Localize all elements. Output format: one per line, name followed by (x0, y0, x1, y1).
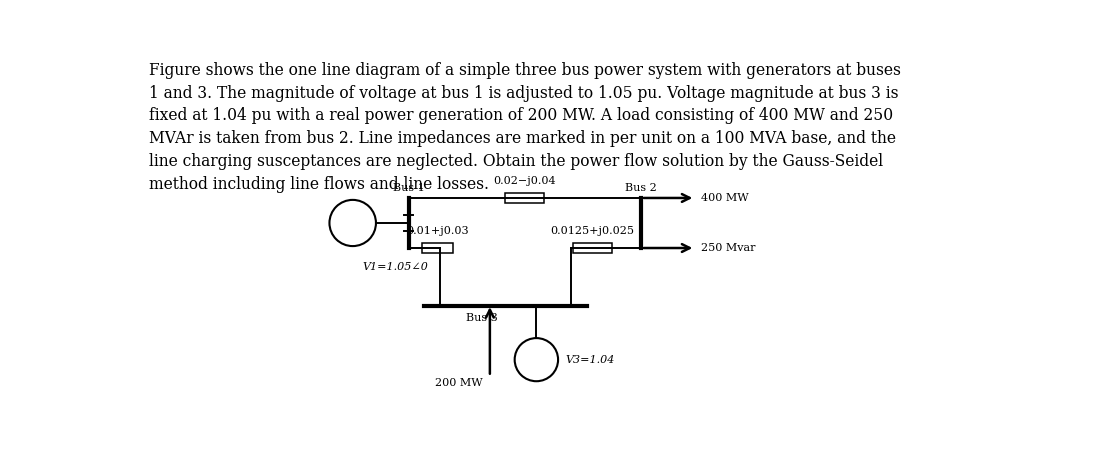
Text: 0.02−j0.04: 0.02−j0.04 (493, 175, 556, 186)
Text: Figure shows the one line diagram of a simple three bus power system with genera: Figure shows the one line diagram of a s… (149, 61, 900, 193)
Bar (423, 242, 453, 253)
Text: 0.0125+j0.025: 0.0125+j0.025 (550, 226, 635, 236)
Bar (573, 242, 612, 253)
Text: 400 MW: 400 MW (702, 193, 749, 203)
Circle shape (515, 338, 558, 381)
Bar (505, 193, 545, 204)
Text: V1=1.05∠0: V1=1.05∠0 (362, 262, 428, 272)
Text: 0.01+j0.03: 0.01+j0.03 (406, 226, 469, 236)
Text: Bus 2: Bus 2 (625, 182, 657, 193)
Text: 200 MW: 200 MW (435, 378, 482, 388)
Text: V3=1.04: V3=1.04 (565, 355, 615, 365)
Circle shape (329, 200, 376, 246)
Text: Bus 3: Bus 3 (467, 313, 498, 324)
Text: Bus 1: Bus 1 (393, 182, 424, 193)
Text: 250 Mvar: 250 Mvar (702, 243, 755, 253)
